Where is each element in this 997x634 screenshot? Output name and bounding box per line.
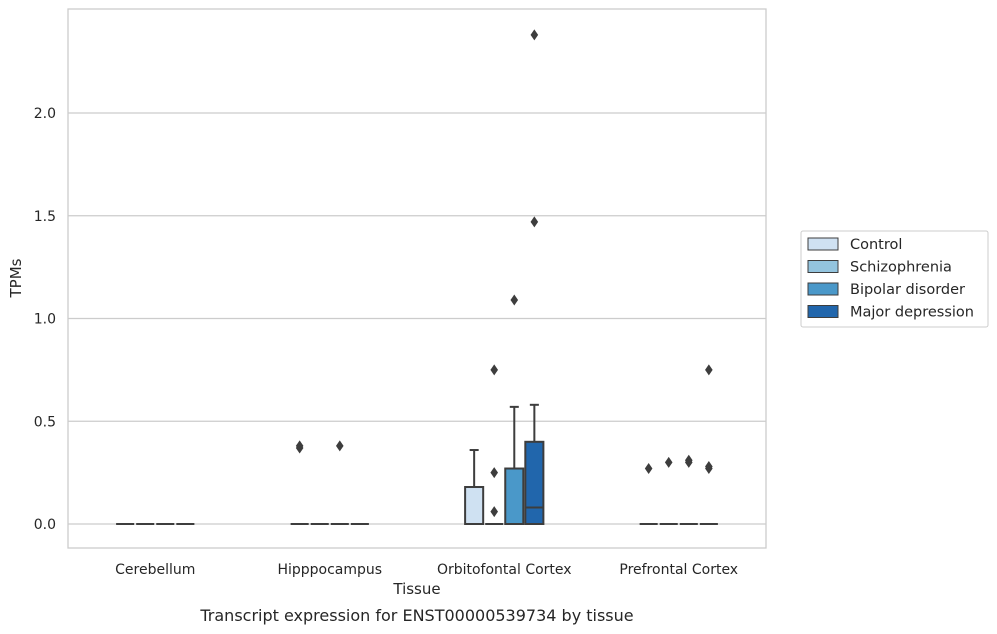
plot-frame	[67, 8, 767, 549]
box-3-3	[699, 364, 718, 525]
x-tick-label: Prefrontal Cortex	[619, 562, 738, 578]
box-3-2	[524, 29, 545, 525]
outlier-point	[705, 364, 713, 376]
outlier-point	[490, 467, 499, 479]
y-tick-label: 2.0	[34, 106, 56, 122]
legend-swatch	[807, 305, 839, 318]
outlier-point	[295, 440, 304, 452]
outlier-point	[490, 506, 499, 518]
box-0-3	[639, 463, 658, 525]
x-tick-label: Cerebellum	[115, 562, 195, 578]
box-body	[504, 467, 525, 526]
outlier-point	[335, 440, 344, 452]
legend-label: Schizophrenia	[850, 260, 952, 276]
box-1-3	[659, 456, 678, 525]
box-2-1	[330, 440, 349, 525]
x-axis-ticks: Cerebellum Hipppocampus Orbitofontal Corte…	[115, 562, 738, 578]
outlier-point	[684, 456, 693, 468]
legend-frame	[800, 230, 989, 328]
outlier-point	[530, 216, 539, 228]
x-tick-label: Orbitofontal Cortex	[437, 562, 572, 578]
box-series	[116, 29, 718, 526]
box-2-2	[504, 294, 525, 526]
legend: Control Schizophrenia Bipolar disorder Majo…	[800, 230, 989, 328]
outlier-point	[664, 456, 673, 468]
box-2-3	[679, 454, 698, 525]
legend-swatch	[807, 260, 839, 273]
y-tick-label: 1.0	[34, 312, 56, 328]
legend-label: Control	[850, 237, 902, 253]
outlier-point	[530, 29, 539, 41]
box-0-2	[464, 449, 485, 526]
y-tick-label: 1.5	[34, 209, 56, 225]
outlier-point	[705, 460, 713, 472]
outlier-point	[644, 463, 653, 475]
legend-label: Major depression	[850, 305, 974, 321]
y-tick-label: 0.0	[34, 517, 56, 533]
box-1-2	[485, 364, 504, 525]
chart-caption: Transcript expression for ENST0000053973…	[199, 606, 633, 625]
box-0-1	[290, 440, 309, 525]
y-axis-label: TPMs	[7, 258, 25, 298]
y-axis-ticks: 0.0 0.5 1.0 1.5 2.0	[34, 106, 56, 533]
box-body	[524, 440, 545, 525]
legend-swatch	[807, 237, 839, 251]
x-axis-label: Tissue	[392, 580, 440, 598]
x-tick-label: Hipppocampus	[277, 562, 382, 578]
y-tick-label: 0.5	[34, 414, 56, 430]
legend-label: Bipolar disorder	[850, 282, 965, 298]
plot-area	[68, 9, 766, 548]
box-body	[464, 486, 485, 526]
outlier-point	[510, 294, 519, 306]
legend-swatch	[807, 282, 839, 296]
outlier-point	[490, 364, 499, 376]
